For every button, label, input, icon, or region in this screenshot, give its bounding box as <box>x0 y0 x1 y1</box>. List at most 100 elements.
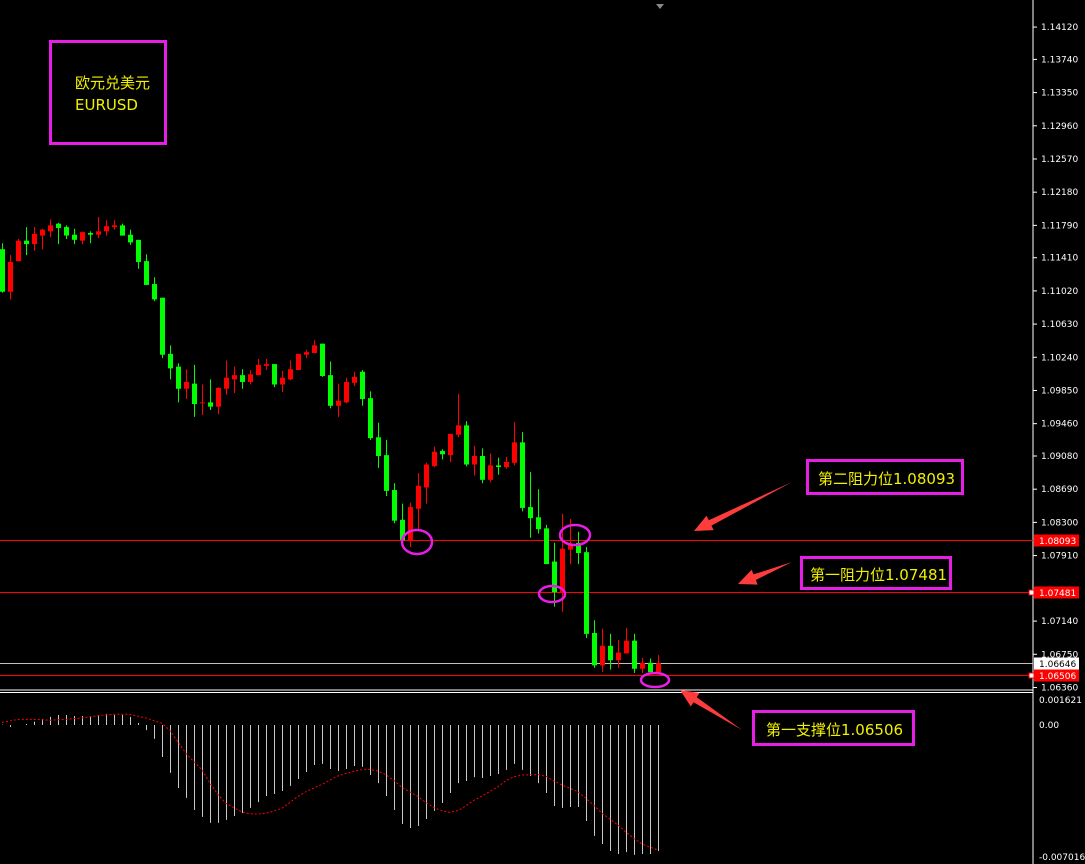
candle-up <box>304 352 309 355</box>
candle-up <box>640 662 645 669</box>
resistance-1-text: 第一阻力位1.07481 <box>810 566 948 584</box>
price-tick-label: 1.12180 <box>1041 188 1078 198</box>
price-tick-label: 1.07910 <box>1041 552 1078 562</box>
candle-down <box>128 234 133 243</box>
candle-up <box>616 652 621 661</box>
support-1-text: 第一支撑位1.06506 <box>766 721 904 739</box>
candle-up <box>432 451 437 467</box>
current-price-tag <box>1034 657 1079 670</box>
symbol-box: 欧元兑美元 EURUSD <box>49 40 167 145</box>
candle-up <box>232 375 237 380</box>
candle-up <box>296 353 301 371</box>
price-tick-label: 1.11410 <box>1041 254 1078 264</box>
chart-shift-marker-icon <box>656 4 664 9</box>
candle-down <box>608 645 613 661</box>
candle-up <box>80 232 85 241</box>
candle-down <box>24 240 29 245</box>
candle-up <box>224 377 229 389</box>
candle-up <box>40 229 45 236</box>
candle-up <box>16 240 21 262</box>
candle-down <box>88 233 93 235</box>
candle-down <box>544 528 549 565</box>
price-tick-label: 1.12960 <box>1041 122 1078 132</box>
current-price-label: 1.06646 <box>1039 660 1076 670</box>
candle-down <box>320 343 325 376</box>
resistance-2-text: 第二阻力位1.08093 <box>818 470 956 488</box>
price-tick-label: 1.10240 <box>1041 353 1078 363</box>
candle-down <box>392 490 397 521</box>
candle-down <box>72 234 77 240</box>
resistance-1-annotation: 第一阻力位1.07481 <box>800 556 952 590</box>
candle-down <box>384 455 389 491</box>
highlight-circle <box>400 528 434 556</box>
price-tick-label: 1.08690 <box>1041 485 1078 495</box>
price-tick-label: 1.13740 <box>1041 55 1078 65</box>
candle-up <box>112 225 117 228</box>
resistance-2-annotation: 第二阻力位1.08093 <box>806 459 964 495</box>
candle-down <box>64 227 69 236</box>
candle-up <box>448 433 453 456</box>
price-tick-label: 1.09080 <box>1041 452 1078 462</box>
candle-down <box>536 517 541 530</box>
candle-down <box>376 437 381 456</box>
arrow-icon <box>694 482 792 531</box>
candle-up <box>656 663 661 673</box>
candle-up <box>280 377 285 385</box>
candle-up <box>416 485 421 509</box>
arrow-icon <box>680 690 742 730</box>
candle-down <box>480 456 485 480</box>
candle-down <box>240 375 245 382</box>
price-tick-label: 1.09850 <box>1041 386 1078 396</box>
candle-down <box>584 552 589 634</box>
candle-down <box>144 261 149 285</box>
candle-down <box>56 223 61 228</box>
price-tick-label: 1.06360 <box>1041 683 1078 693</box>
macd-axis-label: 0.001621 <box>1039 696 1082 706</box>
candle-up <box>504 461 509 468</box>
candle-down <box>648 662 653 673</box>
candle-up <box>352 376 357 383</box>
candle-up <box>568 544 573 550</box>
candle-down <box>440 450 445 455</box>
candle-up <box>624 640 629 654</box>
price-tick-label: 1.11790 <box>1041 221 1078 231</box>
price-tick-label: 1.08300 <box>1041 518 1078 528</box>
level-price-tag <box>1034 586 1079 599</box>
candle-up <box>104 226 109 232</box>
price-tick-label: 1.09460 <box>1041 420 1078 430</box>
price-tick-label: 1.13350 <box>1041 89 1078 99</box>
candle-down <box>136 239 141 262</box>
candle-down <box>576 542 581 554</box>
candle-down <box>272 364 277 385</box>
candle-up <box>96 231 101 235</box>
level-price-label: 1.06506 <box>1039 672 1076 682</box>
price-tick-label: 1.11020 <box>1041 287 1078 297</box>
price-tick-label: 1.06750 <box>1041 650 1078 660</box>
candle-up <box>200 402 205 404</box>
candle-up <box>312 345 317 354</box>
candle-up <box>48 225 53 232</box>
candle-down <box>152 284 157 300</box>
price-tick-label: 1.12570 <box>1041 155 1078 165</box>
candle-down <box>592 633 597 666</box>
candle-up <box>216 387 221 407</box>
candle-up <box>456 425 461 435</box>
level-price-tag <box>1034 534 1079 547</box>
candle-down <box>168 353 173 369</box>
support-1-annotation: 第一支撑位1.06506 <box>752 710 915 746</box>
highlight-circle <box>558 523 592 547</box>
level-handle <box>1028 672 1035 679</box>
candle-up <box>32 233 37 245</box>
highlight-circle <box>537 584 567 604</box>
candle-up <box>256 364 261 376</box>
candle-up <box>248 374 253 382</box>
candle-up <box>488 465 493 480</box>
candle-down <box>528 507 533 519</box>
candle-down <box>0 249 5 292</box>
price-tick-label: 1.10630 <box>1041 320 1078 330</box>
candle-down <box>496 465 501 468</box>
level-price-label: 1.07481 <box>1039 589 1076 599</box>
arrow-icon <box>738 562 792 585</box>
symbol-label-cn: 欧元兑美元 <box>75 74 151 92</box>
